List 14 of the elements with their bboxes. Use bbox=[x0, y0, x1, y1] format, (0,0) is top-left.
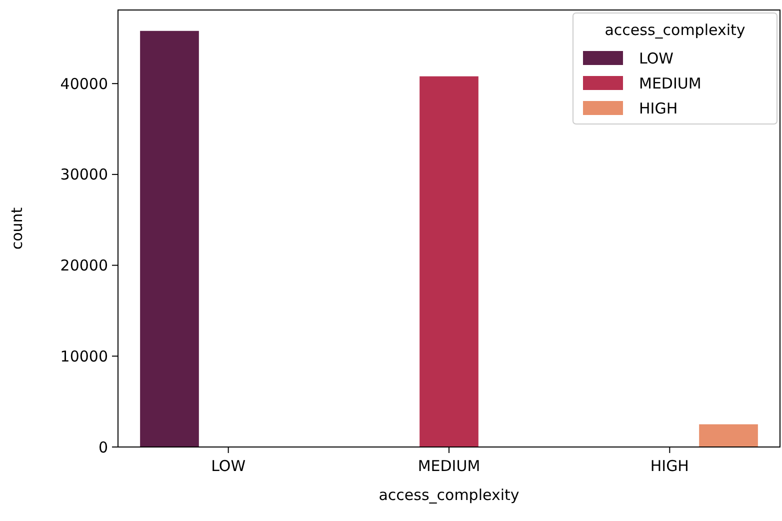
y-tick-label: 20000 bbox=[60, 256, 108, 275]
y-tick-label: 0 bbox=[98, 438, 108, 456]
x-tick-label: HIGH bbox=[650, 457, 689, 475]
legend-title: access_complexity bbox=[604, 21, 746, 39]
legend-label: MEDIUM bbox=[639, 74, 702, 92]
y-tick-label: 10000 bbox=[60, 347, 108, 366]
x-tick-label: LOW bbox=[211, 457, 246, 475]
legend-label: HIGH bbox=[639, 99, 678, 118]
x-axis-title: access_complexity bbox=[378, 486, 520, 504]
y-tick-label: 30000 bbox=[60, 166, 108, 184]
legend-label: LOW bbox=[639, 49, 674, 68]
y-tick-label: 40000 bbox=[60, 74, 108, 93]
x-tick-label: MEDIUM bbox=[418, 457, 480, 475]
y-axis-title: count bbox=[8, 207, 26, 250]
